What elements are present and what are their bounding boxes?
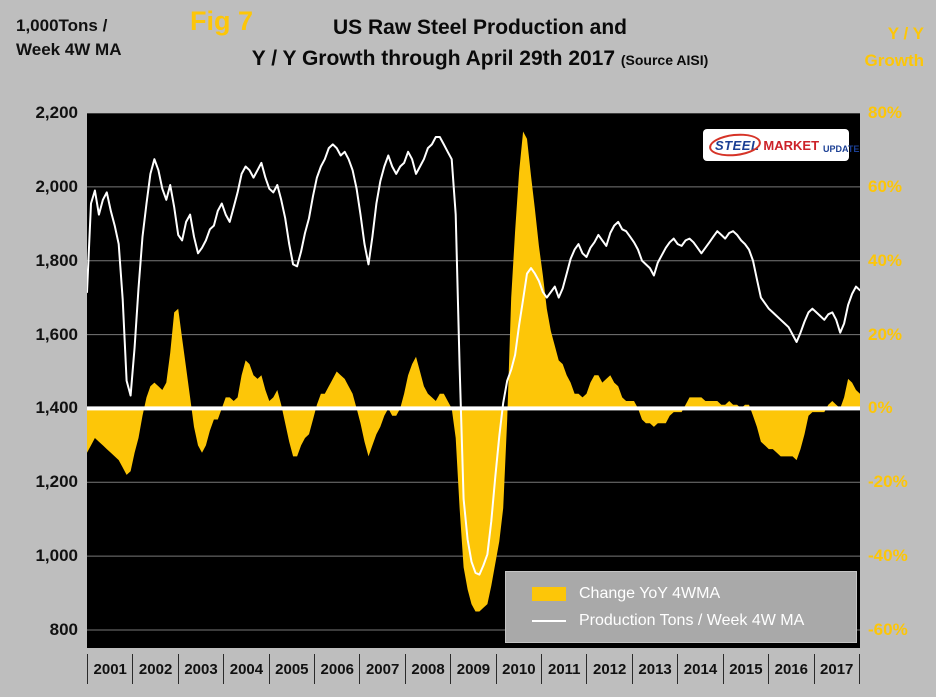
x-year-label: 2002 <box>132 654 177 684</box>
right-axis-tick-label: 0% <box>868 398 893 418</box>
smu-logo: STEEL MARKET UPDATE <box>703 129 859 161</box>
legend-swatch-line-icon <box>532 619 566 622</box>
left-axis-title-line1: 1,000Tons / <box>16 16 108 35</box>
x-year-label: 2008 <box>404 654 450 684</box>
right-axis-tick-label: 60% <box>868 176 903 196</box>
right-axis-title-line1: Y / Y <box>887 24 924 43</box>
chart-title-line2: Y / Y Growth through April 29th 2017 (So… <box>235 47 725 71</box>
right-axis-tick-label: -60% <box>868 620 908 639</box>
logo-swoosh-icon <box>707 131 763 159</box>
x-year-label: 2017 <box>813 654 860 684</box>
right-axis-tick-label: 80% <box>868 103 903 122</box>
legend-item-production: Production Tons / Week 4W MA <box>532 612 856 630</box>
logo-word-steel: STEEL <box>715 137 760 153</box>
right-axis-tick-label: -20% <box>868 472 908 492</box>
left-axis-tick-label: 1,800 <box>35 250 78 270</box>
x-year-label: 2007 <box>359 654 404 684</box>
x-year-label: 2009 <box>450 654 495 684</box>
x-year-label: 2012 <box>586 654 631 684</box>
figure-label: Fig 7 <box>190 6 254 36</box>
x-year-label: 2016 <box>768 654 813 684</box>
logo-word-update: UPDATE <box>823 144 860 154</box>
x-year-label: 2014 <box>677 654 722 684</box>
x-year-label: 2001 <box>87 654 132 684</box>
chart-title-line1: US Raw Steel Production and <box>332 16 628 39</box>
legend-swatch-area-icon <box>532 586 566 601</box>
chart-canvas <box>87 113 860 631</box>
yoy-change-area <box>87 131 860 612</box>
x-year-label: 2003 <box>177 654 223 684</box>
left-axis-tick-label: 1,400 <box>35 398 78 418</box>
right-axis-title-line2: Growth <box>864 51 925 70</box>
left-axis-tick-label: 1,600 <box>35 324 78 344</box>
production-line <box>87 136 860 576</box>
left-axis-tick-label: 2,200 <box>35 103 78 122</box>
zero-line <box>87 406 860 411</box>
legend: Change YoY 4WMA Production Tons / Week 4… <box>505 571 857 643</box>
left-axis-tick-label: 2,000 <box>35 176 78 196</box>
right-axis-title: Y / Y Growth <box>838 20 928 74</box>
legend-item-yoy: Change YoY 4WMA <box>532 585 856 603</box>
source-note: (Source AISI) <box>620 52 709 68</box>
left-axis-title-line2: Week 4W MA <box>16 40 122 59</box>
chart-title-line2-text: Y / Y Growth through April 29th 2017 <box>251 47 616 70</box>
right-axis-tick-label: -40% <box>868 546 908 566</box>
left-axis-ticks: 2,200 2,000 1,800 1,600 1,400 1,200 1,000 800 <box>0 0 80 697</box>
x-year-label: 2004 <box>223 654 268 684</box>
x-year-label: 2011 <box>541 654 586 684</box>
x-year-label: 2013 <box>631 654 677 684</box>
legend-label-production: Production Tons / Week 4W MA <box>579 611 805 629</box>
left-axis-tick-label: 1,200 <box>35 472 78 492</box>
x-year-label: 2005 <box>268 654 314 684</box>
left-axis-tick-label: 1,000 <box>35 546 78 566</box>
right-axis-tick-label: 20% <box>868 324 903 344</box>
right-axis-ticks: 80% 60% 40% 20% 0% -20% -40% -60% <box>868 0 934 697</box>
left-axis-title: 1,000Tons / Week 4W MA <box>16 14 122 62</box>
plot-area: STEEL MARKET UPDATE Change YoY 4WMA Prod… <box>87 113 860 648</box>
right-axis-tick-label: 40% <box>868 250 903 270</box>
x-axis-labels: 2001 2002 2003 2004 2005 2006 2007 2008 2009 2010… <box>87 654 860 684</box>
x-year-label: 2015 <box>722 654 768 684</box>
x-year-label: 2006 <box>314 654 359 684</box>
chart-title: US Raw Steel Production and Y / Y Growth… <box>235 16 725 71</box>
left-axis-tick-label: 800 <box>49 620 78 639</box>
legend-label-yoy: Change YoY 4WMA <box>579 584 721 602</box>
logo-word-market: MARKET <box>763 137 820 153</box>
x-year-label: 2010 <box>495 654 541 684</box>
